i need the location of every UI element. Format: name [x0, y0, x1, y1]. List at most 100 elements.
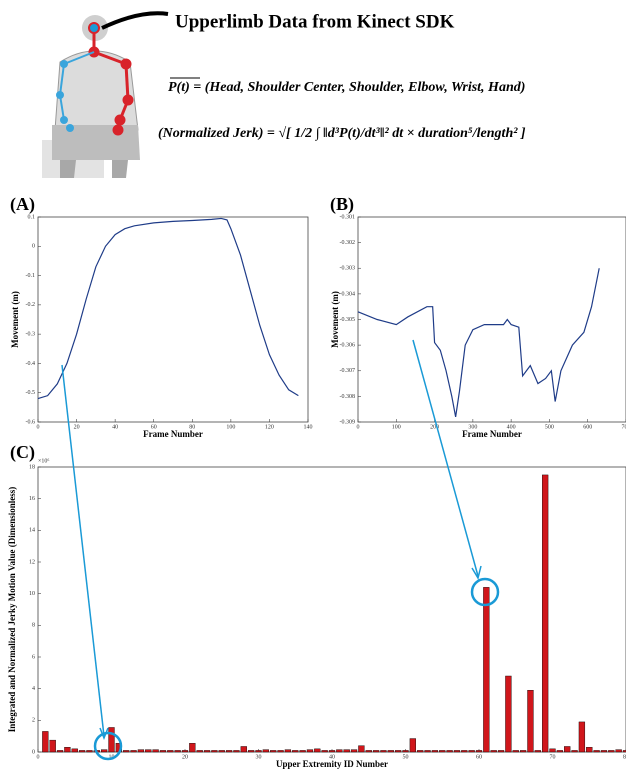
bar [483, 587, 490, 753]
bar [387, 750, 394, 753]
bar [130, 750, 137, 753]
bar [71, 748, 78, 753]
bar [600, 750, 608, 753]
y-tick-label: -0.303 [340, 266, 356, 272]
x-axis-label: Upper Extremity ID Number [276, 759, 388, 769]
x-tick-label: 500 [545, 424, 554, 430]
x-tick-label: 0 [37, 754, 40, 760]
y-tick-label: -0.305 [340, 317, 356, 323]
bar [578, 721, 586, 753]
bar [203, 750, 211, 753]
bar [336, 749, 343, 753]
bar [343, 749, 350, 753]
bar [145, 749, 152, 753]
bar [211, 750, 218, 753]
bar [159, 750, 167, 753]
plot-frame [357, 216, 626, 423]
bar [534, 750, 541, 753]
bar [417, 750, 424, 753]
bar [446, 750, 453, 753]
bar [137, 749, 145, 753]
bar [527, 690, 534, 753]
x-tick-label: 40 [329, 754, 335, 760]
x-tick-label: 0 [357, 424, 360, 430]
bar [439, 750, 446, 753]
person-illustration [42, 11, 169, 178]
y-tick-label: -0.302 [340, 240, 356, 246]
bar [358, 745, 365, 753]
x-tick-label: 80 [189, 424, 195, 430]
bar [189, 743, 196, 753]
y-tick-label: -0.301 [340, 214, 356, 220]
y-tick-label: -0.306 [340, 343, 356, 349]
y-tick-label: -0.307 [340, 368, 356, 374]
bar [497, 750, 505, 753]
bar [490, 750, 497, 753]
x-tick-label: 100 [392, 424, 401, 430]
bar [255, 750, 262, 753]
bar [564, 746, 571, 753]
bar [56, 750, 64, 753]
bar [262, 749, 269, 753]
x-tick-label: 700 [622, 424, 626, 430]
bar [306, 749, 314, 753]
bar [108, 727, 115, 753]
x-tick-label: 600 [583, 424, 592, 430]
plot-frame [37, 216, 309, 423]
bar [218, 750, 225, 753]
y-tick-label: -0.2 [26, 302, 36, 308]
x-axis-label: Frame Number [143, 429, 203, 439]
bar [549, 748, 556, 753]
y-tick-label: 2 [32, 718, 35, 724]
x-tick-label: 60 [151, 424, 157, 430]
y-tick-label: -0.1 [26, 273, 36, 279]
y-tick-label: 10 [29, 591, 35, 597]
bar [292, 750, 299, 753]
x-tick-label: 80 [623, 754, 626, 760]
line [37, 217, 299, 400]
panel-label: (C) [10, 442, 35, 463]
bar [277, 750, 284, 753]
bar [101, 749, 108, 753]
header-title: Upperlimb Data from Kinect SDK [175, 11, 455, 32]
panel-label: (B) [330, 194, 354, 215]
y-tick-label: -0.3 [26, 332, 36, 338]
x-tick-label: 200 [430, 424, 439, 430]
bar [284, 749, 292, 753]
bar [225, 750, 233, 753]
bar [586, 747, 593, 753]
y-tick-label: 0 [32, 749, 35, 755]
bar [409, 738, 416, 753]
bar [152, 749, 159, 753]
bar [321, 750, 328, 753]
bar [233, 750, 240, 753]
y-tick-label: -0.309 [340, 419, 356, 425]
bar [196, 750, 203, 753]
y-tick-label: -0.4 [26, 361, 36, 367]
y-tick-label: 4 [32, 686, 35, 692]
bar [380, 750, 387, 753]
x-tick-label: 20 [182, 754, 188, 760]
y-tick-label: -0.6 [26, 419, 36, 425]
bar [78, 750, 86, 753]
bar [49, 739, 56, 753]
x-tick-label: 100 [226, 424, 235, 430]
bar [365, 750, 372, 753]
x-tick-label: 0 [37, 424, 40, 430]
charts: (A)-0.6-0.5-0.4-0.3-0.2-0.100.10 20 40 60 80… [7, 194, 626, 769]
y-tick-label: -0.308 [340, 394, 356, 400]
y-tick-label: -0.5 [26, 390, 36, 396]
bar [571, 750, 578, 753]
bar [270, 750, 277, 753]
x-tick-label: 30 [256, 754, 262, 760]
y-tick-label: 8 [32, 623, 35, 629]
bar [542, 474, 549, 753]
equation: P(t) = (Head, Shoulder Center, Shoulder,… [168, 80, 525, 95]
x-tick-label: 140 [304, 424, 313, 430]
x-tick-label: 20 [74, 424, 80, 430]
bar [475, 750, 483, 753]
bar [431, 750, 439, 753]
x-tick-label: 40 [112, 424, 118, 430]
bar [240, 746, 247, 753]
